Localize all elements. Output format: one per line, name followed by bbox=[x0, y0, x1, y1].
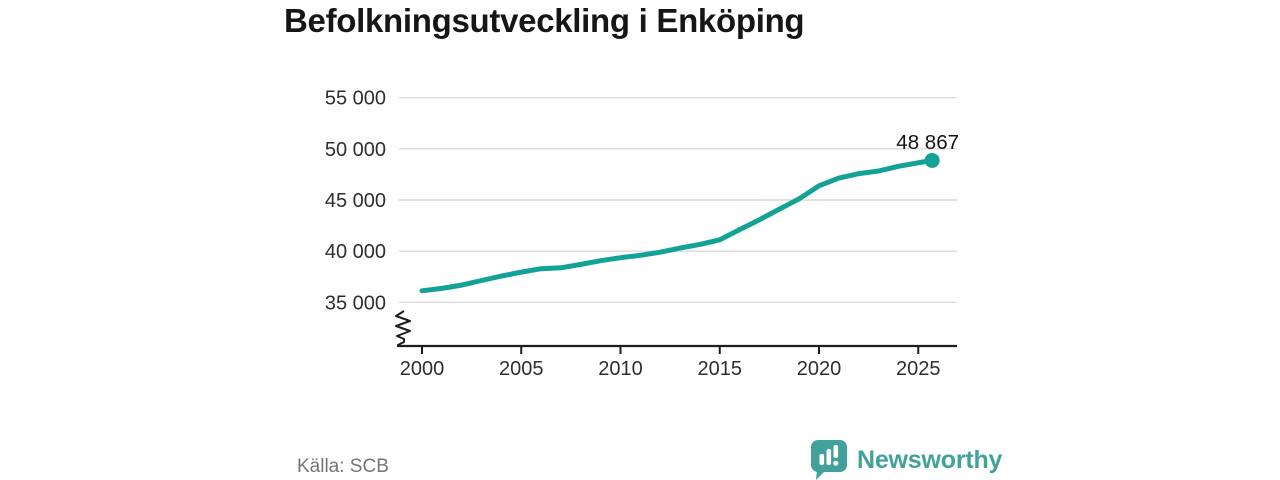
newsworthy-logo-icon bbox=[811, 440, 847, 480]
y-tick-label: 45 000 bbox=[325, 190, 386, 212]
y-tick-label: 40 000 bbox=[325, 241, 386, 263]
x-tick-label: 2010 bbox=[598, 358, 643, 380]
y-tick-label: 50 000 bbox=[325, 139, 386, 161]
source-label: Källa: SCB bbox=[297, 456, 389, 477]
x-tick-label: 2020 bbox=[797, 358, 842, 380]
newsworthy-logo: Newsworthy bbox=[810, 440, 1002, 480]
endpoint-value-label: 48 867 bbox=[896, 131, 959, 154]
y-tick-label: 55 000 bbox=[325, 88, 386, 110]
x-tick-label: 2000 bbox=[400, 358, 445, 380]
y-tick-label: 35 000 bbox=[325, 292, 386, 314]
chart-title: Befolkningsutveckling i Enköping bbox=[284, 2, 805, 39]
newsworthy-wordmark: Newsworthy bbox=[857, 445, 1003, 474]
endpoint-dot bbox=[924, 152, 940, 168]
x-tick-label: 2015 bbox=[698, 358, 743, 380]
x-tick-label: 2005 bbox=[499, 358, 544, 380]
population-line bbox=[419, 157, 935, 294]
x-tick-label: 2025 bbox=[896, 358, 941, 380]
axis-break-icon bbox=[395, 310, 411, 347]
